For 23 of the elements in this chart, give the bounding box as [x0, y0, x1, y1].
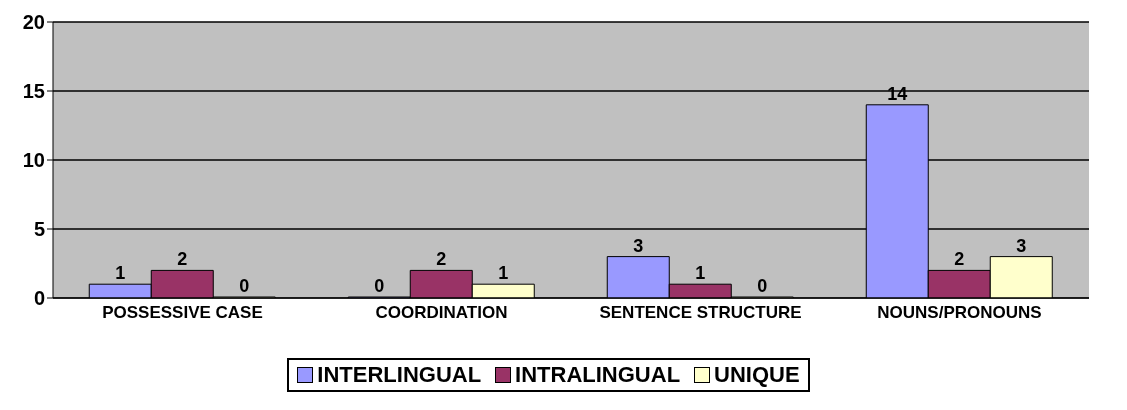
- data-label: 0: [239, 276, 250, 296]
- legend-label: INTRALINGUAL: [514, 362, 681, 388]
- data-label: 3: [633, 235, 644, 256]
- x-tick-label: SENTENCE STRUCTURE: [599, 303, 802, 323]
- data-label: 2: [436, 249, 447, 270]
- y-tick-label: 15: [22, 80, 45, 103]
- data-label: 1: [695, 263, 706, 284]
- legend-label: INTERLINGUAL: [316, 362, 482, 388]
- x-tick-label: NOUNS/PRONOUNS: [877, 303, 1042, 323]
- y-tick-label: 5: [33, 218, 45, 241]
- x-tick-label: POSSESSIVE CASE: [102, 303, 263, 323]
- y-tick-label: 0: [33, 287, 45, 310]
- data-label: 0: [374, 276, 385, 296]
- y-tick-label: 20: [22, 11, 45, 34]
- data-label: 1: [115, 263, 126, 284]
- data-label: 2: [954, 249, 965, 270]
- legend-label: UNIQUE: [713, 362, 800, 388]
- x-tick-label: COORDINATION: [375, 303, 508, 323]
- data-label: 1: [498, 263, 509, 284]
- data-label: 3: [1016, 235, 1027, 256]
- y-tick-label: 10: [22, 149, 45, 172]
- data-label: 2: [177, 249, 188, 270]
- data-label: 0: [757, 276, 768, 296]
